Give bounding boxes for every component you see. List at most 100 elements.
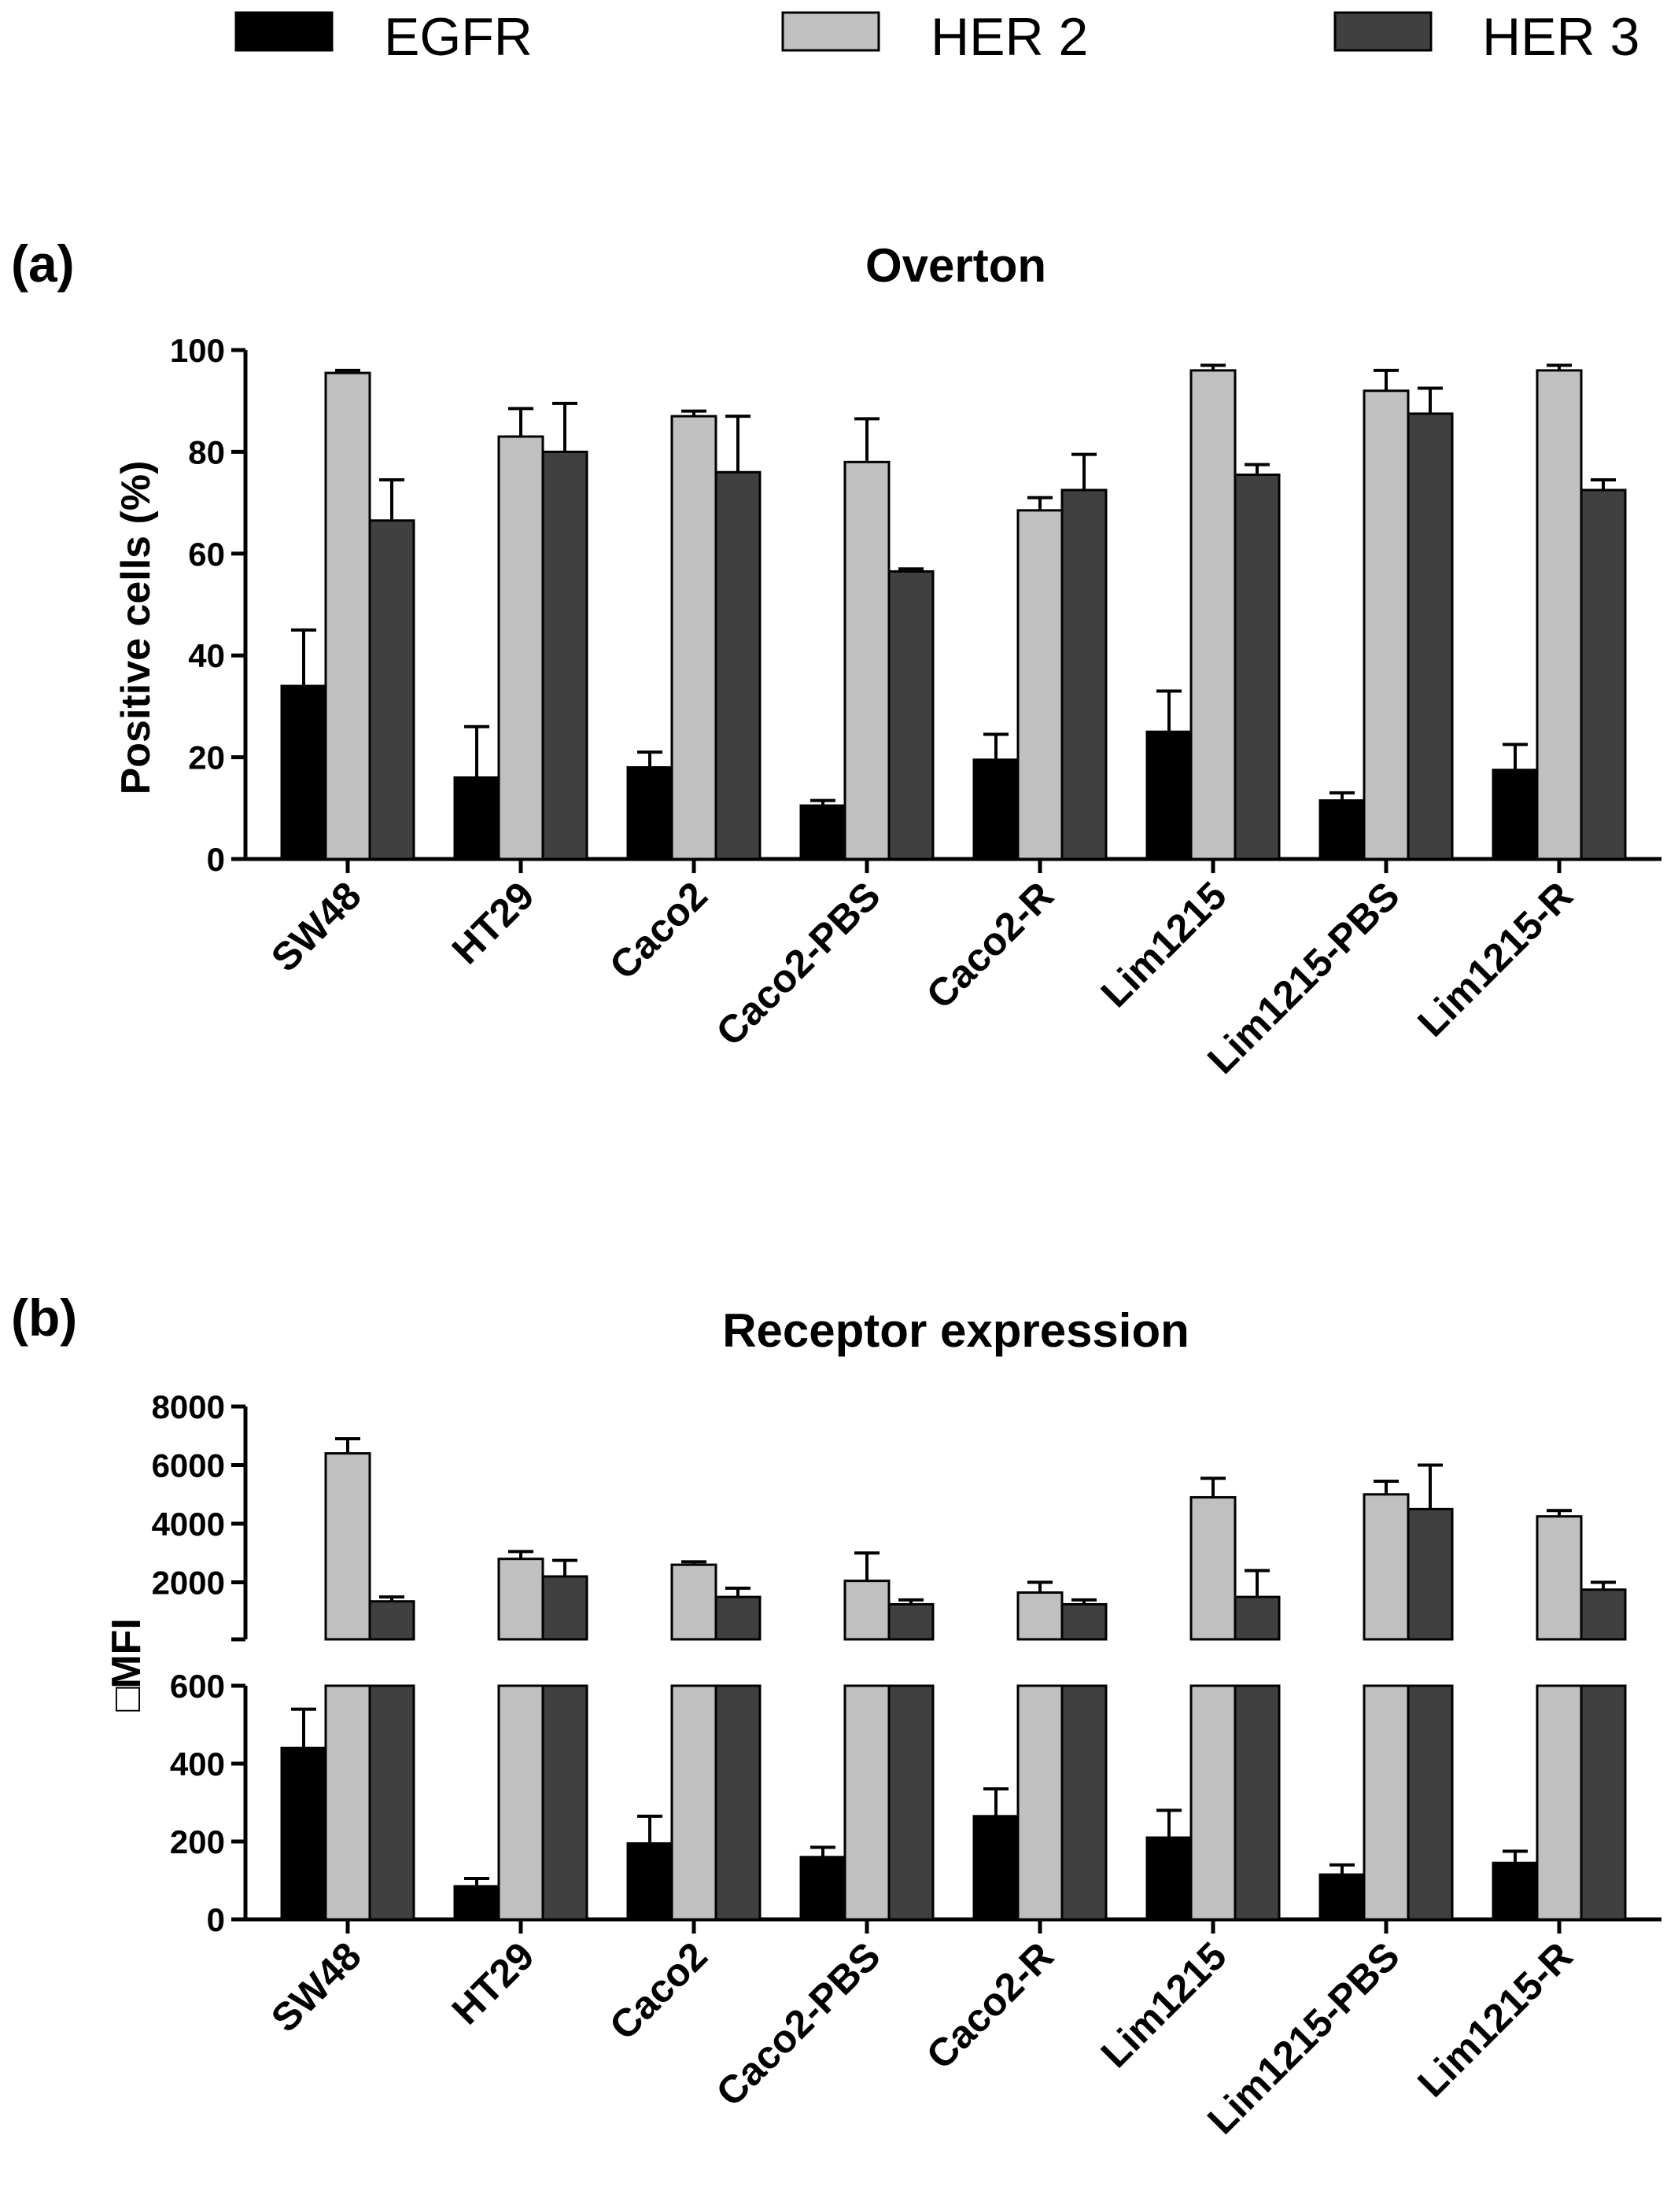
bar-her-3-caco2-r [1060, 488, 1108, 861]
bar-her-3-lim1215-pbs-lower [1407, 1684, 1454, 1921]
bar-her-2-lim1215 [1189, 369, 1237, 861]
bar-her-3-ht29-lower [541, 1684, 588, 1921]
x-tick-label-lim1215: Lim1215 [1093, 1934, 1235, 2076]
bar-egfr-caco2-r [972, 1815, 1020, 1921]
legend: EGFR HER 2 HER 3 [234, 7, 1639, 67]
bar-her-3-caco2-upper [714, 1595, 762, 1641]
y-tick-label-0: 0 [207, 841, 225, 878]
bar-her-3-ht29 [541, 450, 588, 861]
panel-label-a: (a) [11, 234, 75, 293]
y-tick-label-80: 80 [188, 433, 225, 470]
bar-her-2-lim1215-pbs-lower [1363, 1684, 1410, 1921]
bar-her-2-lim1215-pbs-upper [1363, 1493, 1410, 1641]
bar-egfr-caco2-pbs [799, 1856, 846, 1921]
bar-her-2-caco2-pbs [843, 460, 891, 861]
y-tick-label-6000: 6000 [152, 1447, 225, 1484]
bar-her-2-lim1215-lower [1189, 1684, 1237, 1921]
bar-her-2-caco2-lower [670, 1684, 717, 1921]
y-axis-label-b: □ MFI [104, 1618, 149, 1711]
y-tick-label-100: 100 [170, 332, 225, 369]
x-tick-label-lim1215-r: Lim1215-R [1409, 1934, 1580, 2105]
bar-her-2-ht29 [497, 435, 544, 861]
bar-her-2-ht29-lower [497, 1684, 544, 1921]
chart-title-receptor: Receptor expression [722, 1304, 1189, 1357]
x-tick-label-ht29: HT29 [444, 873, 543, 972]
x-tick-label-lim1215-r: Lim1215-R [1409, 873, 1580, 1045]
legend-label-her3: HER 3 [1482, 7, 1639, 67]
bar-her-3-sw48-upper [368, 1600, 415, 1641]
bar-her-3-lim1215-pbs [1407, 412, 1454, 861]
y-tick-label-8000: 8000 [152, 1388, 225, 1425]
x-tick-label-sw48: SW48 [263, 873, 370, 980]
bar-her-2-lim1215-r [1536, 369, 1583, 861]
bar-her-2-lim1215-r-upper [1536, 1515, 1583, 1641]
bar-her-3-sw48 [368, 519, 415, 861]
bar-egfr-caco2-pbs [799, 804, 846, 861]
bar-her-2-caco2-r [1016, 509, 1064, 861]
bar-egfr-sw48 [280, 1746, 327, 1921]
bar-egfr-lim1215 [1145, 730, 1193, 861]
bar-her-2-ht29-upper [497, 1558, 544, 1641]
bar-egfr-lim1215-r [1492, 1861, 1539, 1921]
bar-egfr-lim1215 [1145, 1836, 1193, 1921]
bar-her-2-caco2-pbs-upper [843, 1580, 891, 1641]
y-tick-label-400: 400 [170, 1746, 225, 1783]
bar-her-3-caco2-r-lower [1060, 1684, 1108, 1921]
bar-her-3-lim1215-upper [1234, 1595, 1281, 1641]
bar-her-3-lim1215 [1234, 474, 1281, 861]
bar-her-2-sw48-lower [324, 1684, 371, 1921]
y-tick-label-40: 40 [188, 637, 225, 674]
x-tick-label-caco2-r: Caco2-R [918, 1934, 1062, 2077]
bar-egfr-sw48 [280, 684, 327, 861]
bar-egfr-ht29 [453, 1885, 500, 1921]
x-tick-label-lim1215: Lim1215 [1093, 873, 1235, 1016]
bar-her-3-lim1215-r [1580, 488, 1627, 861]
x-tick-label-sw48: SW48 [263, 1934, 370, 2041]
bar-egfr-lim1215-r [1492, 769, 1539, 861]
bar-her-3-caco2-pbs-lower [887, 1684, 935, 1921]
bar-egfr-lim1215-pbs [1318, 1873, 1366, 1921]
bar-egfr-caco2-r [972, 758, 1020, 861]
bar-her-2-sw48-upper [324, 1452, 371, 1641]
x-tick-label-caco2-pbs: Caco2-PBS [708, 873, 889, 1054]
y-axis-label-b-marker: □ [104, 1687, 149, 1712]
y-tick-label-60: 60 [188, 536, 225, 573]
legend-swatch-egfr [234, 11, 334, 52]
bar-her-3-lim1215-r-upper [1580, 1588, 1627, 1641]
legend-swatch-her3 [1333, 11, 1433, 52]
bar-her-2-caco2-r-lower [1016, 1684, 1064, 1921]
x-tick-label-caco2-r: Caco2-R [918, 873, 1062, 1017]
bar-her-3-lim1215-pbs-upper [1407, 1507, 1454, 1641]
panel-label-b: (b) [11, 1288, 77, 1347]
bar-her-2-caco2 [670, 415, 717, 861]
y-tick-label-2000: 2000 [152, 1565, 225, 1602]
chart-title-overton: Overton [865, 239, 1046, 292]
bar-her-3-lim1215-r-lower [1580, 1684, 1627, 1921]
bar-her-2-lim1215-pbs [1363, 389, 1410, 861]
bar-her-2-lim1215-r-lower [1536, 1684, 1583, 1921]
bar-her-2-sw48 [324, 371, 371, 861]
bar-her-2-caco2-pbs-lower [843, 1684, 891, 1921]
bar-her-3-caco2-pbs [887, 570, 935, 861]
y-tick-label-4000: 4000 [152, 1506, 225, 1543]
x-tick-label-ht29: HT29 [444, 1934, 543, 2033]
y-axis-label-b-text: MFI [104, 1618, 149, 1689]
x-tick-label-caco2: Caco2 [601, 1934, 716, 2048]
bar-her-3-caco2-pbs-upper [887, 1602, 935, 1641]
bar-egfr-ht29 [453, 776, 500, 861]
bar-egfr-caco2 [626, 766, 673, 861]
bar-her-2-caco2-upper [670, 1563, 717, 1641]
bar-egfr-caco2 [626, 1841, 673, 1921]
y-tick-label-600: 600 [170, 1668, 225, 1705]
bar-her-3-ht29-upper [541, 1575, 588, 1641]
bar-her-3-lim1215-lower [1234, 1684, 1281, 1921]
bar-her-3-sw48-lower [368, 1684, 415, 1921]
legend-label-egfr: EGFR [384, 7, 533, 67]
bar-her-3-caco2-lower [714, 1684, 762, 1921]
y-axis-label-a: Positive cells (%) [113, 461, 159, 795]
bar-her-2-lim1215-upper [1189, 1495, 1237, 1641]
bar-her-2-caco2-r-upper [1016, 1591, 1064, 1641]
x-tick-label-caco2-pbs: Caco2-PBS [708, 1934, 889, 2114]
